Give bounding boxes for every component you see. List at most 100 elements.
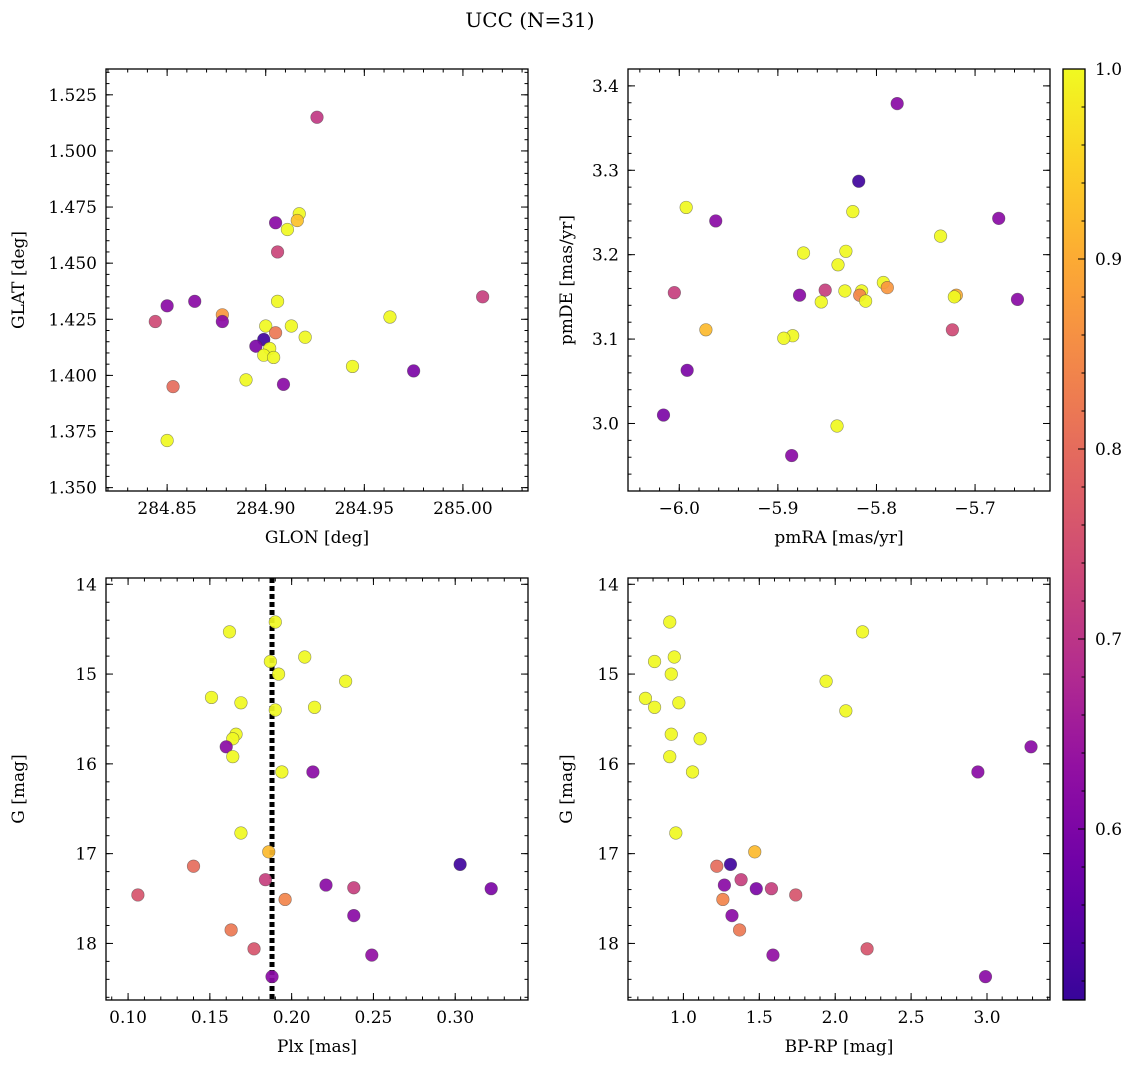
data-point [347, 881, 361, 895]
y-axis-label: G [mag] [9, 754, 29, 823]
colorbar-tick-label: 0.6 [1095, 820, 1122, 840]
data-point [680, 363, 694, 377]
data-point [319, 878, 333, 892]
x-tick-label: 0.15 [191, 1008, 229, 1028]
data-point [667, 650, 681, 664]
x-axis-label: GLON [deg] [265, 528, 369, 548]
data-point [239, 373, 253, 387]
data-point [1024, 740, 1038, 754]
panel-pmra-pmde: −6.0 −5.9 −5.8 −5.7 3.0 3.1 3.2 3.3 3.4 pmRA [mas… [557, 68, 1051, 548]
data-point [647, 700, 662, 714]
panel-bprp-g: 1.0 1.5 2.0 2.5 3.0 14 15 16 17 18 BP-RP [mag] G [m… [557, 575, 1051, 1057]
data-point [224, 923, 238, 937]
y-tick-label: 16 [75, 755, 97, 775]
data-point [814, 295, 828, 309]
data-point [226, 750, 240, 764]
data-point [971, 765, 985, 779]
data-point [693, 732, 707, 746]
y-tick-label: 18 [75, 934, 97, 954]
colorbar-tick-label: 0.7 [1095, 630, 1122, 650]
y-tick-label: 17 [75, 845, 97, 865]
data-point [796, 246, 811, 260]
data-point [310, 110, 324, 124]
data-point [219, 740, 233, 754]
data-point [407, 364, 421, 378]
data-point [789, 888, 803, 902]
data-point [258, 873, 273, 887]
data-point [268, 326, 283, 340]
scatter-points [131, 615, 498, 984]
axes-frame [627, 577, 1051, 1001]
x-axis-label: Plx [mas] [277, 1037, 357, 1057]
data-point [215, 314, 229, 329]
data-point [204, 690, 219, 705]
y-tick-label: 15 [597, 665, 619, 685]
y-tick-label: 1.450 [48, 254, 97, 274]
axes-frame [105, 577, 529, 1001]
data-point [249, 339, 263, 353]
data-point [716, 892, 730, 907]
data-point [268, 703, 282, 717]
y-axis-label: pmDE [mas/yr] [557, 215, 577, 345]
data-point [664, 727, 678, 741]
data-point [880, 280, 894, 295]
data-point [306, 765, 320, 779]
x-tick-label: 285.00 [433, 499, 492, 519]
data-point [819, 674, 833, 688]
data-point [669, 826, 683, 840]
x-tick-label: −5.9 [757, 499, 798, 519]
data-point [749, 882, 763, 896]
y-tick-label: 1.475 [48, 198, 97, 218]
x-tick-label: 3.0 [973, 1008, 1000, 1028]
y-tick-label: 3.4 [592, 77, 619, 97]
data-point [992, 211, 1006, 225]
data-point [383, 310, 397, 324]
data-point [307, 700, 322, 714]
data-point [792, 288, 807, 302]
data-point [710, 859, 724, 873]
figure-title: UCC (N=31) [465, 8, 594, 32]
data-point [855, 625, 870, 639]
x-tick-label: −5.8 [856, 499, 897, 519]
colorbar: 0.6 0.7 0.8 0.9 1.0 [1062, 60, 1122, 1001]
colorbar-tick-label: 0.8 [1095, 440, 1122, 460]
data-point [709, 214, 723, 228]
data-point [890, 97, 904, 111]
y-tick-label: 17 [597, 845, 619, 865]
data-point [685, 765, 700, 779]
x-tick-label: −6.0 [659, 499, 700, 519]
y-tick-label: 14 [597, 575, 619, 595]
x-tick-label: 0.25 [355, 1008, 393, 1028]
data-point [777, 331, 791, 345]
data-point [852, 174, 866, 188]
data-point [846, 205, 860, 219]
data-point [732, 923, 747, 937]
axes-frame [627, 68, 1051, 492]
x-axis-label: pmRA [mas/yr] [774, 528, 903, 548]
y-tick-label: 1.350 [48, 479, 97, 499]
data-point [818, 283, 832, 297]
data-point [1010, 292, 1025, 307]
data-point [734, 873, 748, 887]
data-point [764, 882, 779, 896]
data-point [831, 258, 845, 272]
data-point [275, 765, 289, 779]
data-point [271, 667, 286, 681]
y-tick-label: 1.375 [48, 423, 97, 443]
data-point [259, 319, 273, 333]
y-tick-label: 1.425 [48, 310, 97, 330]
y-tick-label: 3.1 [592, 330, 619, 350]
data-point [268, 615, 282, 629]
data-point [839, 704, 853, 718]
data-point [945, 323, 959, 337]
x-axis-label: BP-RP [mag] [785, 1037, 894, 1057]
data-point [656, 408, 671, 422]
data-point [234, 696, 248, 710]
y-tick-label: 3.2 [592, 246, 619, 266]
data-point [717, 878, 731, 892]
data-point [160, 299, 174, 313]
panel-glon-glat: 284.85 284.90 284.95 285.00 1.350 1.375 1.400 1… [9, 68, 529, 548]
colorbar-gradient [1062, 68, 1086, 1001]
data-point [838, 284, 852, 298]
panel-plx-g: 0.10 0.15 0.20 0.25 0.30 14 15 16 17 18 Plx [mas] G… [9, 575, 529, 1057]
